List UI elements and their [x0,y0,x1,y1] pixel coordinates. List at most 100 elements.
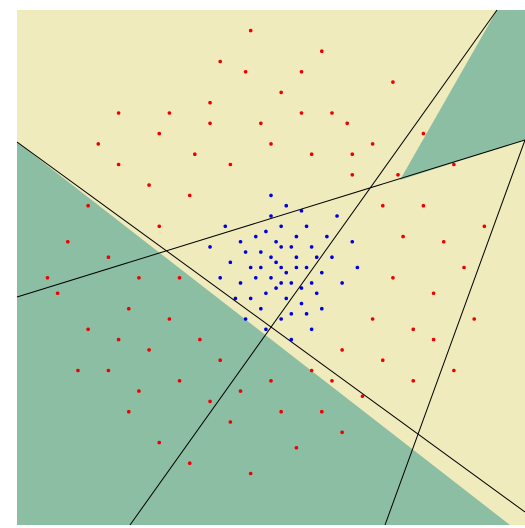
region-teal [17,142,510,525]
point [284,270,289,275]
point [116,111,121,115]
point [264,229,268,234]
point [345,121,350,126]
point [259,265,263,270]
point [340,348,344,352]
point [259,306,263,311]
point [452,368,456,373]
point [259,121,263,126]
point [482,224,487,229]
point [294,445,299,450]
point [350,152,355,156]
point [441,239,446,244]
point [147,348,151,352]
point [253,234,258,239]
point [320,306,324,311]
point [248,28,253,33]
point [294,265,299,270]
point [330,379,334,383]
point [431,291,436,296]
point [304,312,309,316]
point [299,209,304,213]
point [45,276,50,280]
point [208,121,212,126]
point [66,239,70,244]
point [126,409,131,414]
point [264,291,268,296]
point [55,291,60,296]
point [314,291,319,296]
point [228,420,233,424]
point [472,317,477,321]
point [299,70,304,74]
point [401,234,405,239]
point [208,245,212,249]
point [157,440,162,445]
point [274,239,278,244]
point [253,276,258,280]
point [137,389,141,393]
point [243,250,248,254]
point [391,80,395,84]
point [309,368,314,373]
point [350,239,355,244]
point [335,214,339,218]
point [320,409,324,414]
point [238,389,243,393]
point [116,337,121,342]
point [396,173,400,177]
point [421,203,426,208]
point [289,281,294,285]
point [86,327,90,332]
point [198,337,202,342]
point [380,358,385,363]
point [370,142,375,146]
point [147,183,151,187]
point [411,327,416,332]
point [228,162,233,167]
point [309,327,314,332]
point [137,276,141,280]
point [309,152,314,156]
point [233,296,238,301]
point [106,368,111,373]
point [309,245,314,249]
point [76,368,80,373]
point [284,296,289,301]
point [259,250,263,254]
point [279,245,283,249]
boundary [384,139,525,526]
point [299,111,304,115]
point [279,265,283,270]
point [248,265,253,270]
point [391,276,395,280]
point [279,317,283,321]
point [370,317,375,321]
point [309,281,314,285]
point [299,286,304,290]
point [269,379,273,383]
point [360,394,365,399]
point [289,312,294,316]
points [45,28,487,476]
point [96,142,101,146]
point [274,260,278,265]
point [238,239,243,244]
point [269,214,273,218]
point [264,327,268,332]
point [167,111,172,115]
point [320,49,324,53]
point [325,234,329,239]
point [238,281,243,285]
point [279,224,283,229]
point [431,337,436,342]
point [299,301,304,306]
point [340,430,344,435]
point [380,203,385,208]
point [279,90,283,95]
point [157,224,162,229]
point [284,203,289,208]
boundary [16,139,525,298]
point [167,317,172,321]
point [248,471,253,476]
